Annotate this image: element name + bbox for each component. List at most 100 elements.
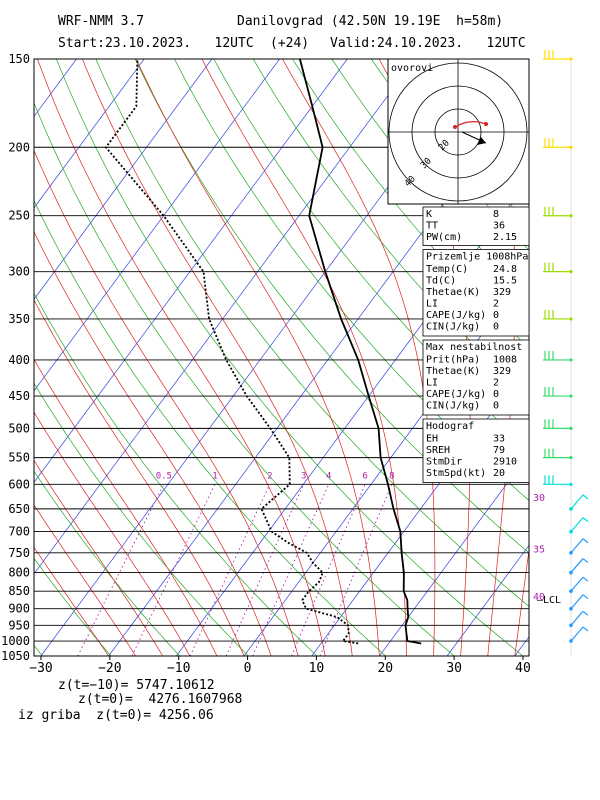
wind-barb: [543, 387, 573, 398]
dry-adiabat-line: [134, 59, 529, 554]
x-tick-label: −10: [167, 661, 190, 676]
temperature-trace: [299, 59, 422, 645]
y-tick-label: 250: [8, 209, 30, 223]
y-tick-label: 350: [8, 312, 30, 326]
y-tick-label: 900: [8, 602, 30, 616]
y-tick-label: 700: [8, 525, 30, 539]
moist-adiabat-line: [135, 59, 380, 656]
panel-key: PW(cm): [426, 232, 462, 243]
mixing-ratio-label: 4: [326, 471, 331, 481]
hodograph-label: ovorovi: [391, 63, 433, 74]
panel-title: Hodograf: [426, 421, 474, 432]
y-tick-label: 950: [8, 618, 30, 632]
height-minus10: z(t=−10)= 5747.10612: [58, 678, 215, 693]
wind-barb: [569, 594, 589, 611]
y-tick-label: 750: [8, 546, 30, 560]
wind-barb: [569, 517, 589, 534]
y-tick-label: 1050: [1, 649, 30, 663]
panel-key: Prit(hPa): [426, 355, 480, 366]
panel-key: SREH: [426, 445, 450, 456]
panel-key: CAPE(J/kg): [426, 389, 486, 400]
panel-value: 1008: [493, 355, 517, 366]
axis-labels: 0.5 1 2 3 4 6 81502002503003504004505005506006…: [1, 52, 561, 676]
dry-adiabat-line: [34, 292, 318, 656]
panel-value: 24.8: [493, 264, 517, 275]
isotherm-line: [34, 59, 348, 483]
mixing-ratio-label: 2: [267, 471, 272, 481]
wind-barbs: [543, 50, 589, 656]
isotherm-line: [34, 59, 280, 392]
lcl-label: –LCL: [537, 595, 561, 606]
hodograph-trace: [454, 121, 487, 128]
panel-key: TT: [426, 221, 438, 232]
mixing-ratio-label: 3: [301, 471, 306, 481]
dry-adiabat-line: [174, 59, 529, 501]
panel-title: Max nestabilnost: [426, 342, 522, 353]
dry-adiabat-line: [34, 382, 249, 656]
valid-time: Valid:24.10.2023. 12UTC: [330, 36, 526, 51]
isotherm-line: [379, 453, 529, 656]
wind-barb: [569, 494, 589, 511]
x-tick-label: −20: [98, 661, 121, 676]
moist-adiabat-line: [34, 358, 218, 656]
y-tick-label: 450: [8, 389, 30, 403]
right-axis-label: 35: [533, 545, 545, 556]
panel-key: StmSpd(kt): [426, 468, 486, 479]
isotherm-line: [34, 59, 416, 575]
hodograph-panel: [422, 418, 530, 483]
wind-barb: [543, 50, 573, 61]
right-axis-label: 30: [533, 493, 545, 504]
panel-key: Temp(C): [426, 264, 468, 275]
panel-key: EH: [426, 434, 438, 445]
hodograph-point: [484, 122, 488, 126]
panel-key: CIN(J/kg): [426, 401, 480, 412]
panel-key: CIN(J/kg): [426, 322, 480, 333]
isotherm-line: [34, 59, 213, 300]
isotherm-line: [311, 361, 529, 656]
mixing-ratio-line: [131, 484, 216, 656]
mixing-ratio-label: 0.5: [156, 471, 172, 481]
panel-key: StmDir: [426, 457, 462, 468]
wind-barb: [543, 350, 573, 362]
x-tick-label: 10: [309, 661, 325, 676]
panel-value: 36: [493, 221, 505, 232]
x-tick-label: 20: [377, 661, 393, 676]
wind-barb: [569, 576, 589, 593]
panel-title: Prizemlje 1008hPa: [426, 252, 528, 263]
y-tick-label: 400: [8, 353, 30, 367]
y-tick-label: 150: [8, 52, 30, 66]
height-zero: z(t=0)= 4276.1607968: [78, 692, 243, 707]
mixing-ratio-label: 1: [212, 471, 217, 481]
panel-key: Thetae(K): [426, 287, 480, 298]
hodograph-frame: [387, 58, 530, 205]
x-tick-label: 40: [515, 661, 531, 676]
mixing-ratio-line: [225, 484, 305, 656]
wind-barb: [543, 475, 573, 486]
max-instability-panel: [422, 339, 530, 416]
panel-value: 2910: [493, 457, 517, 468]
isotherm-line: [176, 178, 529, 656]
sounding-traces: [104, 59, 422, 645]
panel-key: LI: [426, 299, 438, 310]
info-panels: K 8 TT 36 PW(cm) 2.15 Prizemlje 1008hPaTemp(C)…: [422, 206, 530, 483]
wind-barb: [543, 262, 573, 274]
wind-barb: [569, 626, 589, 643]
surface-panel: [422, 249, 530, 337]
panel-value: 329: [493, 366, 511, 377]
y-tick-label: 550: [8, 451, 30, 465]
panel-value: 2: [493, 378, 499, 389]
panel-value: 15.5: [493, 276, 517, 287]
forecast-offset: (+24): [270, 36, 310, 51]
panel-value: 8: [493, 209, 499, 220]
x-tick-label: 0: [244, 661, 252, 676]
isotherm-line: [583, 59, 600, 656]
wind-barb: [543, 448, 573, 460]
station-title: Danilovgrad (42.50N 19.19E h=58m): [237, 14, 504, 29]
mixing-ratio-line: [319, 484, 393, 656]
panel-key: Thetae(K): [426, 366, 480, 377]
panel-value: 2.15: [493, 232, 517, 243]
panel-value: 329: [493, 287, 511, 298]
panel-value: 2: [493, 299, 499, 310]
